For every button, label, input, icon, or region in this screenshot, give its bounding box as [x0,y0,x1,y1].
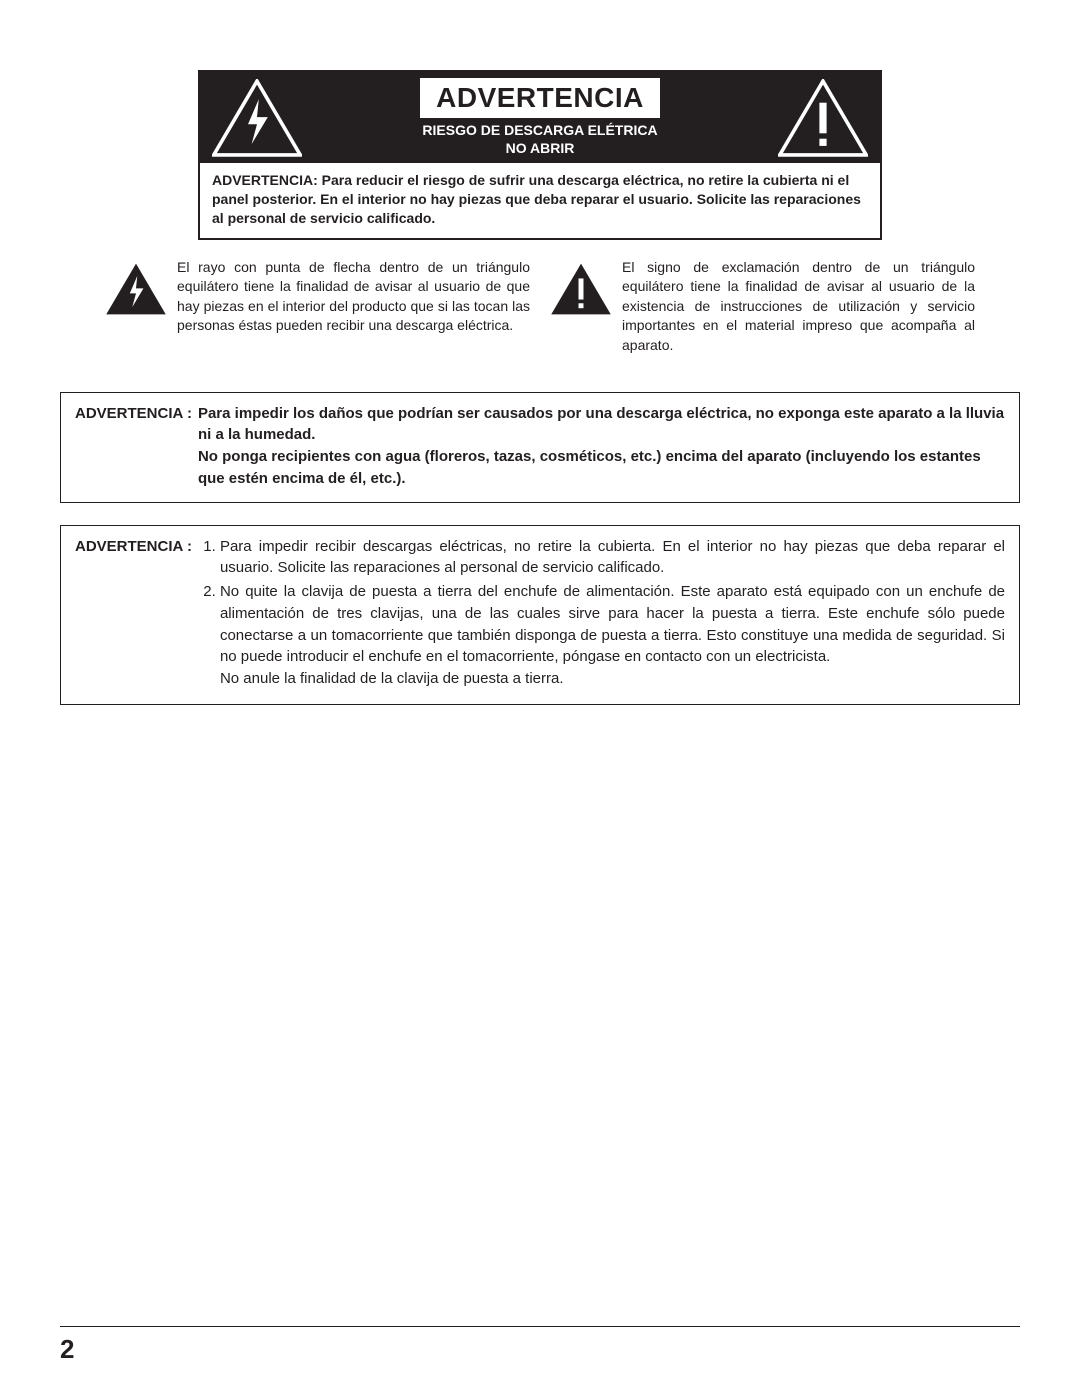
warning-panel-center: ADVERTENCIA RIESGO DE DESCARGA ELÉTRICA … [302,78,778,157]
shock-triangle-icon [212,79,302,157]
warning-panel-body: ADVERTENCIA: Para reducir el riesgo de s… [200,163,880,238]
warning-panel: ADVERTENCIA RIESGO DE DESCARGA ELÉTRICA … [198,70,882,240]
warning-title: ADVERTENCIA [436,82,644,113]
warning-title-box: ADVERTENCIA [420,78,660,118]
warning-box-2-item-2a: No quite la clavija de puesta a tierra d… [220,583,1005,665]
warning-box-1-label: ADVERTENCIA : [75,403,198,490]
warning-sub1: RIESGO DE DESCARGA ELÉTRICA [310,122,770,140]
warning-box-1-p1: Para impedir los daños que podrían ser c… [198,403,1005,447]
warning-box-2-list: Para impedir recibir descargas eléctrica… [198,536,1005,690]
bang-explanation-text: El signo de exclamación dentro de un tri… [622,258,975,356]
bolt-explanation: El rayo con punta de flecha dentro de un… [105,258,530,356]
warning-panel-header: ADVERTENCIA RIESGO DE DESCARGA ELÉTRICA … [200,72,880,163]
warning-box-2: ADVERTENCIA : Para impedir recibir desca… [60,525,1020,705]
footer-rule [60,1326,1020,1327]
warning-box-2-body: Para impedir recibir descargas eléctrica… [198,536,1005,692]
shock-triangle-icon [105,262,167,316]
warning-box-2-item-2: No quite la clavija de puesta a tierra d… [220,581,1005,690]
symbol-explanation-row: El rayo con punta de flecha dentro de un… [105,258,975,356]
bang-explanation: El signo de exclamación dentro de un tri… [550,258,975,356]
warning-box-2-label: ADVERTENCIA : [75,536,198,692]
page-number: 2 [60,1334,74,1365]
exclamation-triangle-icon [778,79,868,157]
warning-box-1: ADVERTENCIA : Para impedir los daños que… [60,392,1020,503]
page: ADVERTENCIA RIESGO DE DESCARGA ELÉTRICA … [0,0,1080,1397]
warning-box-2-item-2b: No anule la finalidad de la clavija de p… [220,670,564,687]
warning-box-1-p2: No ponga recipientes con agua (floreros,… [198,446,1005,490]
warning-sub2: NO ABRIR [310,140,770,158]
warning-box-2-item-1: Para impedir recibir descargas eléctrica… [220,536,1005,580]
bolt-explanation-text: El rayo con punta de flecha dentro de un… [177,258,530,356]
exclamation-triangle-icon [550,262,612,316]
warning-box-1-body: Para impedir los daños que podrían ser c… [198,403,1005,490]
